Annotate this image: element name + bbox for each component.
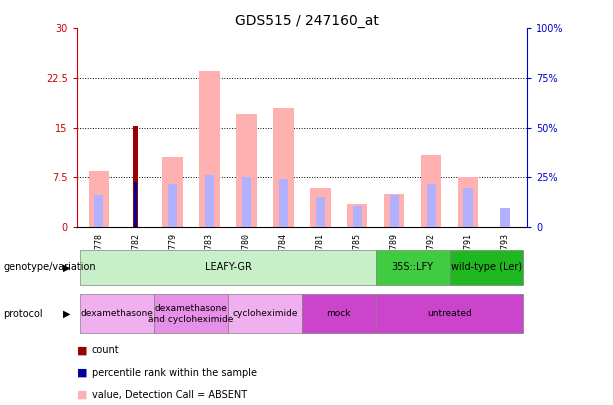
Bar (80, 294, 154, 333)
Text: genotype/variation: genotype/variation (3, 262, 96, 272)
Bar (89, 171, 109, 227)
Bar (134, 126, 138, 227)
Bar (168, 184, 177, 227)
Bar (449, 250, 524, 285)
Text: ■: ■ (77, 368, 87, 377)
Bar (237, 114, 257, 227)
Bar (273, 108, 294, 227)
Bar (242, 177, 251, 227)
Bar (390, 195, 399, 227)
Bar (427, 184, 436, 227)
Bar (352, 206, 362, 227)
Bar (154, 294, 228, 333)
Text: value, Detection Call = ABSENT: value, Detection Call = ABSENT (92, 390, 247, 400)
Text: protocol: protocol (3, 309, 43, 319)
Text: wild-type (Ler): wild-type (Ler) (451, 262, 522, 272)
Text: dexamethasone: dexamethasone (81, 309, 154, 318)
Bar (376, 250, 449, 285)
Bar (384, 194, 405, 227)
Text: mock: mock (327, 309, 351, 318)
Text: cycloheximide: cycloheximide (232, 309, 298, 318)
Bar (205, 175, 214, 227)
Text: count: count (92, 345, 120, 355)
Text: untreated: untreated (427, 309, 472, 318)
Text: dexamethasone
and cycloheximide: dexamethasone and cycloheximide (148, 304, 234, 324)
Bar (421, 156, 441, 227)
Bar (310, 188, 330, 227)
Bar (376, 294, 524, 333)
Text: GDS515 / 247160_at: GDS515 / 247160_at (235, 14, 378, 28)
Bar (316, 197, 325, 227)
Bar (162, 158, 183, 227)
Bar (279, 179, 288, 227)
Bar (458, 177, 478, 227)
Bar (94, 195, 104, 227)
Text: ■: ■ (77, 390, 87, 400)
Bar (80, 250, 376, 285)
Bar (134, 182, 137, 227)
Text: percentile rank within the sample: percentile rank within the sample (92, 368, 257, 377)
Text: ▶: ▶ (63, 262, 70, 272)
Bar (228, 294, 302, 333)
Bar (347, 204, 367, 227)
Bar (199, 71, 219, 227)
Bar (500, 208, 509, 227)
Text: LEAFY-GR: LEAFY-GR (205, 262, 251, 272)
Text: ▶: ▶ (63, 309, 70, 319)
Text: 35S::LFY: 35S::LFY (392, 262, 433, 272)
Text: ■: ■ (77, 345, 87, 355)
Bar (463, 188, 473, 227)
Bar (302, 294, 376, 333)
